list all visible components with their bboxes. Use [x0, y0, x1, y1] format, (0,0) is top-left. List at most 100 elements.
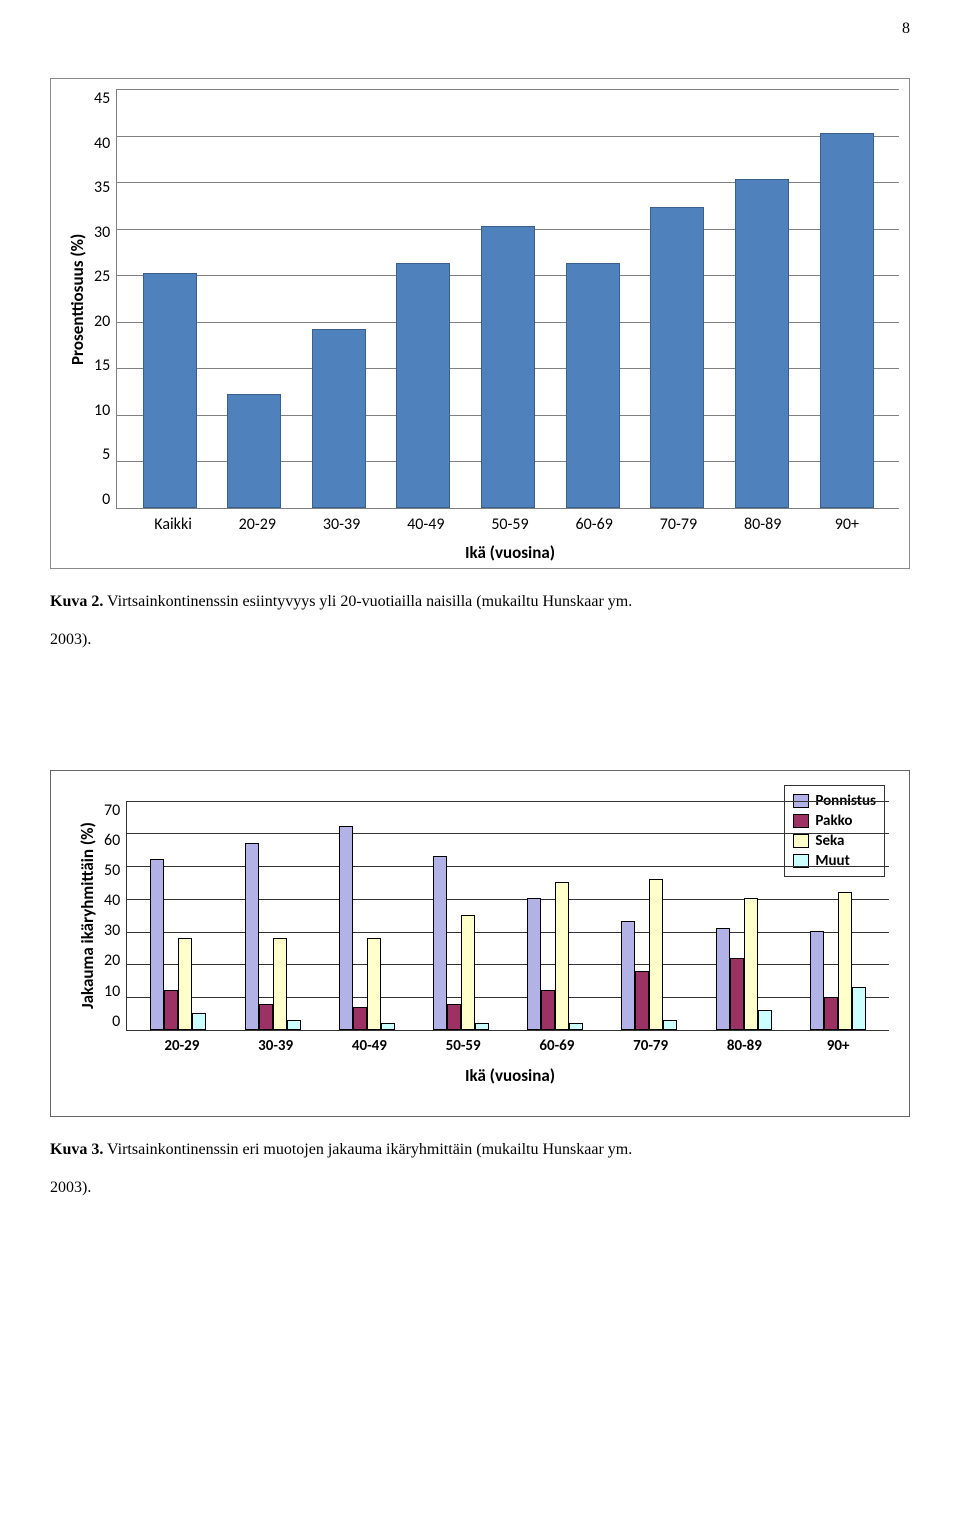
chart2-bar: [555, 882, 569, 1030]
chart1-ytick: 25: [94, 267, 110, 286]
chart2-bar: [730, 958, 744, 1030]
chart2-bar: [259, 1004, 273, 1030]
chart2-bar: [824, 997, 838, 1030]
chart2-ytick: 30: [104, 921, 120, 940]
chart1-ytick: 5: [94, 445, 110, 464]
chart2-xtick: 70-79: [604, 1037, 698, 1055]
chart2-group: [716, 898, 772, 1029]
chart2-bar: [192, 1013, 206, 1029]
chart1-bar: [312, 329, 366, 508]
chart2-group: [245, 843, 301, 1030]
chart1-xtick: 20-29: [227, 515, 287, 534]
chart2-xtick: 20-29: [135, 1037, 229, 1055]
chart2-bar: [744, 898, 758, 1029]
chart1-xtick: 70-79: [648, 515, 708, 534]
chart2-bar: [367, 938, 381, 1030]
chart2-bar: [758, 1010, 772, 1030]
caption2-text1: Virtsainkontinenssin eri muotojen jakaum…: [103, 1141, 632, 1158]
caption2-bold: Kuva 3.: [50, 1141, 103, 1158]
chart1-bar: [566, 263, 620, 508]
chart1-ytick: 45: [94, 89, 110, 108]
chart2-group: [527, 882, 583, 1030]
chart1-container: Prosenttiosuus (%) 454035302520151050 Ka…: [50, 78, 910, 569]
chart2-ytick: 40: [104, 891, 120, 910]
chart1-xtick: 50-59: [480, 515, 540, 534]
chart1-bar: [227, 394, 281, 508]
chart2-bar: [527, 898, 541, 1029]
chart1-xtick: 90+: [817, 515, 877, 534]
chart2-group: [621, 879, 677, 1030]
chart2-xtick: 80-89: [698, 1037, 792, 1055]
caption1-bold: Kuva 2.: [50, 593, 103, 610]
chart1-ytick: 0: [94, 490, 110, 509]
chart2-ylabel: Jakauma ikäryhmittäin (%): [71, 801, 104, 1031]
chart2-bar: [339, 826, 353, 1030]
chart1-ytick: 15: [94, 356, 110, 375]
chart1-ytick: 30: [94, 223, 110, 242]
chart2-yaxis: 70 60 50 40 30 20 10 0: [104, 801, 126, 1031]
chart1-yaxis: 45 40 35 30 25 20 15 10 5 0: [94, 89, 116, 509]
chart1-bar: [735, 179, 789, 508]
chart2-bar: [245, 843, 259, 1030]
chart2-bar: [541, 990, 555, 1029]
chart2-xtick: 90+: [791, 1037, 885, 1055]
chart2-xaxis: 20-2930-3940-4950-5960-6970-7980-8990+: [131, 1031, 889, 1055]
chart2-ytick: 70: [104, 801, 120, 820]
chart1-ytick: 10: [94, 401, 110, 420]
chart1-bar: [396, 263, 450, 508]
chart2-bar: [164, 990, 178, 1029]
chart2-bar: [649, 879, 663, 1030]
chart1-ytick: 35: [94, 178, 110, 197]
chart2-bar: [838, 892, 852, 1030]
chart2-plot: [126, 801, 889, 1031]
chart2-container: PonnistusPakkoSekaMuut Jakauma ikäryhmit…: [50, 770, 910, 1117]
chart2-group: [810, 892, 866, 1030]
chart2-bar: [381, 1023, 395, 1030]
chart2-bar: [287, 1020, 301, 1030]
chart2-ytick: 60: [104, 831, 120, 850]
caption1-text1: Virtsainkontinenssin esiintyvyys yli 20-…: [103, 593, 632, 610]
chart1-plot: [116, 89, 899, 509]
chart2-xtick: 30-39: [229, 1037, 323, 1055]
chart2-bar: [178, 938, 192, 1030]
chart2-xtick: 50-59: [416, 1037, 510, 1055]
chart1-xtick: 60-69: [564, 515, 624, 534]
chart2-ytick: 10: [104, 982, 120, 1001]
chart1-xtick: 40-49: [396, 515, 456, 534]
caption2: Kuva 3. Virtsainkontinenssin eri muotoje…: [50, 1131, 910, 1208]
chart1-bar: [650, 207, 704, 508]
caption2-text2: 2003).: [50, 1179, 91, 1196]
chart1-xtick: 30-39: [312, 515, 372, 534]
chart2-xlabel: Ikä (vuosina): [131, 1055, 889, 1086]
chart2-bar: [273, 938, 287, 1030]
chart1-ylabel: Prosenttiosuus (%): [61, 89, 94, 509]
chart2-bar: [716, 928, 730, 1030]
chart2-bar: [852, 987, 866, 1030]
chart2-bar: [621, 921, 635, 1029]
page-number: 8: [0, 0, 960, 38]
chart1-xaxis: Kaikki20-2930-3940-4950-5960-6970-7980-8…: [121, 509, 899, 534]
chart2-bar: [353, 1007, 367, 1030]
chart2-ytick: 20: [104, 951, 120, 970]
chart2-bar: [447, 1004, 461, 1030]
caption1: Kuva 2. Virtsainkontinenssin esiintyvyys…: [50, 583, 910, 660]
chart2-bar: [150, 859, 164, 1030]
chart1-bar: [481, 226, 535, 508]
chart1-ytick: 40: [94, 134, 110, 153]
chart2-bar: [569, 1023, 583, 1030]
chart1-xlabel: Ikä (vuosina): [121, 534, 899, 563]
chart1-bar: [820, 133, 874, 508]
chart2-bar: [433, 856, 447, 1030]
chart2-group: [339, 826, 395, 1030]
chart2-bar: [461, 915, 475, 1030]
chart1: Prosenttiosuus (%) 454035302520151050 Ka…: [50, 78, 910, 569]
chart1-bar: [143, 273, 197, 508]
chart2-ytick: 50: [104, 861, 120, 880]
chart2-group: [433, 856, 489, 1030]
chart2-bar: [810, 931, 824, 1030]
chart2-xtick: 60-69: [510, 1037, 604, 1055]
chart1-ytick: 20: [94, 312, 110, 331]
chart1-xtick: 80-89: [733, 515, 793, 534]
chart2-bar: [663, 1020, 677, 1030]
chart2-ytick: 0: [104, 1012, 120, 1031]
